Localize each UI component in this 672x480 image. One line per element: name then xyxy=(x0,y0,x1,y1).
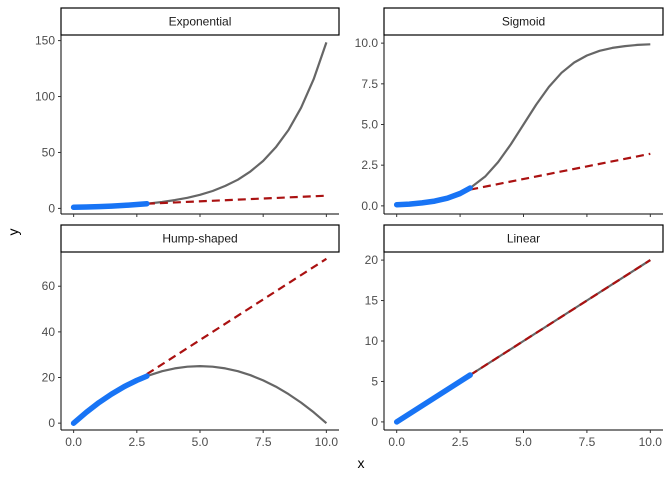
true-curve-line xyxy=(396,43,651,206)
y-axis-title: y xyxy=(5,229,21,236)
y-tick-label: 0 xyxy=(371,415,378,429)
x-axis-title: x xyxy=(358,455,365,471)
x-tick-label: 2.5 xyxy=(128,435,145,449)
observed-range-line xyxy=(70,373,150,426)
strip-box xyxy=(383,224,664,253)
y-tick-label: 150 xyxy=(35,34,55,48)
extrapolation-line xyxy=(469,259,651,376)
y-tick-label: 0 xyxy=(48,416,55,430)
y-tick-label: 20 xyxy=(365,253,379,267)
strip-box xyxy=(383,7,664,36)
y-tick-label: 15 xyxy=(365,294,379,308)
x-tick-label: 0.0 xyxy=(388,435,405,449)
x-tick-label: 7.5 xyxy=(579,435,596,449)
panel-exponential: Exponential 0 50 100 150 xyxy=(35,7,340,217)
x-tick-label: 2.5 xyxy=(452,435,469,449)
y-tick-label: 5 xyxy=(371,374,378,388)
y-tick-label: 40 xyxy=(42,325,56,339)
strip-title: Exponential xyxy=(169,15,232,29)
observed-range-line xyxy=(393,185,473,208)
y-tick-label: 5.0 xyxy=(361,118,378,132)
y-tick-label: 60 xyxy=(42,279,56,293)
y-tick-label: 20 xyxy=(42,371,56,385)
strip-box xyxy=(60,7,340,36)
y-tick-label: 2.5 xyxy=(361,158,378,172)
x-tick-label: 5.0 xyxy=(192,435,209,449)
x-tick-label: 0.0 xyxy=(65,435,82,449)
y-tick-label: 10 xyxy=(365,334,379,348)
extrapolation-line xyxy=(146,257,327,376)
x-tick-label: 10.0 xyxy=(315,435,339,449)
y-tick-label: 0 xyxy=(48,201,55,215)
true-curve-line xyxy=(73,42,328,209)
panel-linear: Linear 0 5 10 15 20 0.0 2.5 5.0 7.5 10.0 xyxy=(365,224,664,449)
y-tick-label: 10.0 xyxy=(355,36,379,50)
strip-title: Linear xyxy=(507,232,540,246)
observed-range-line xyxy=(393,372,473,425)
extrapolation-line xyxy=(469,152,651,191)
x-tick-label: 10.0 xyxy=(639,435,663,449)
x-tick-label: 5.0 xyxy=(515,435,532,449)
panel-hump-shaped: Hump-shaped 0 20 40 60 0.0 2.5 5.0 7.5 10.0 xyxy=(42,224,340,449)
strip-title: Hump-shaped xyxy=(162,232,237,246)
observed-range-line xyxy=(70,200,150,211)
extrapolation-line xyxy=(146,194,327,205)
y-tick-label: 0.0 xyxy=(361,199,378,213)
x-tick-label: 7.5 xyxy=(255,435,272,449)
panel-sigmoid: Sigmoid 0.0 2.5 5.0 7.5 10.0 xyxy=(355,7,664,217)
strip-box xyxy=(60,224,340,253)
y-tick-label: 100 xyxy=(35,90,55,104)
y-tick-label: 50 xyxy=(42,145,56,159)
y-tick-label: 7.5 xyxy=(361,77,378,91)
strip-title: Sigmoid xyxy=(502,15,545,29)
